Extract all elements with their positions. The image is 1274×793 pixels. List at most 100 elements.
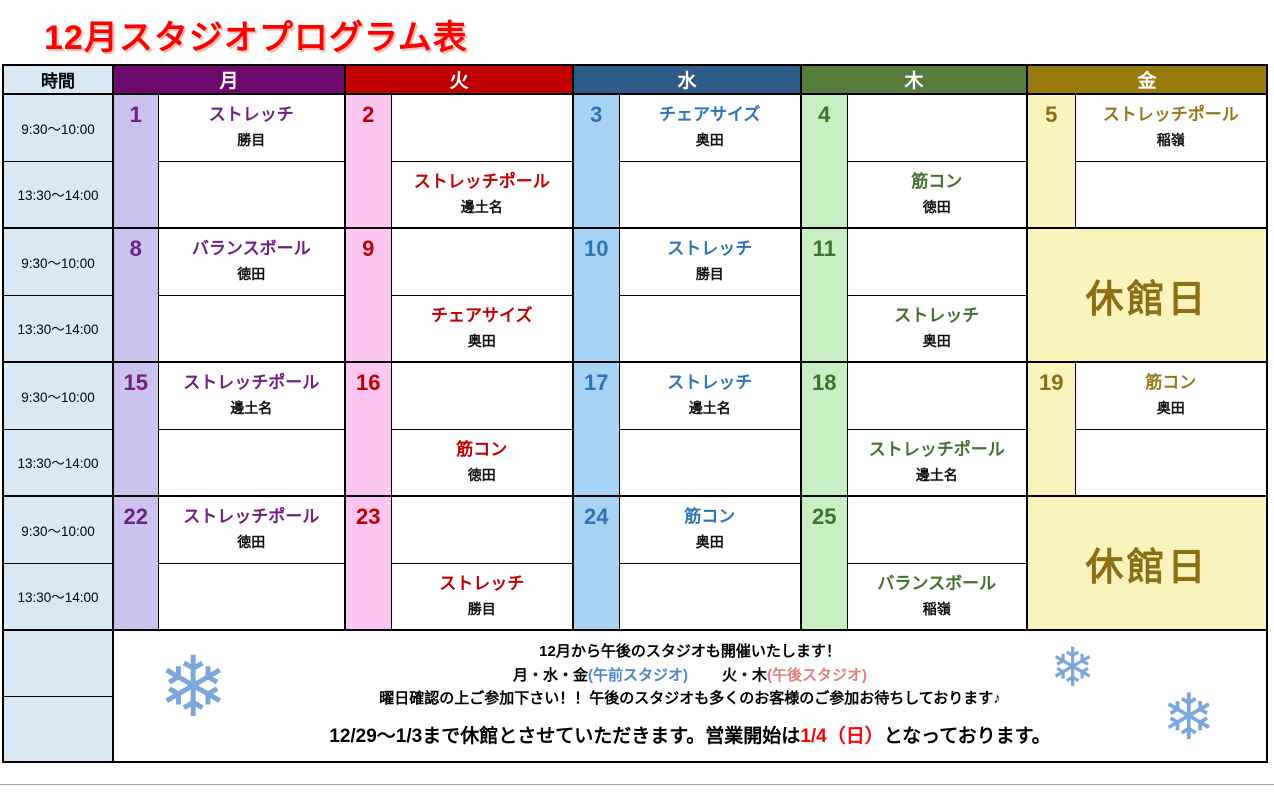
notes-row-bottom bbox=[2, 695, 1267, 763]
time-slot-label: 9:30～10:00 bbox=[2, 227, 114, 296]
instructor-name: 邊土名 bbox=[688, 400, 731, 417]
day-number: 16 bbox=[344, 361, 392, 497]
week4-morning-row: 9:30～10:00 22 ストレッチポール 徳田 23 24 筋コン 奥田 2… bbox=[2, 495, 1268, 631]
instructor-name: 勝目 bbox=[237, 132, 266, 149]
header-wednesday: 水 bbox=[572, 64, 802, 95]
instructor-name bbox=[159, 333, 344, 349]
program-cell bbox=[618, 562, 802, 631]
program-cell bbox=[1074, 160, 1268, 229]
program-cell: 筋コン 徳田 bbox=[846, 160, 1028, 229]
program-cell: ストレッチポール 邊土名 bbox=[157, 361, 346, 430]
notes-line-2: 月・水・金(午前スタジオ) 火・木(午後スタジオ) bbox=[115, 664, 1266, 687]
program-name bbox=[392, 509, 572, 529]
day-number: 1 bbox=[112, 93, 159, 229]
instructor-name bbox=[848, 132, 1026, 148]
time-column-header: 時間 bbox=[2, 64, 114, 95]
program-name bbox=[159, 308, 344, 328]
program-name bbox=[392, 241, 572, 261]
program-cell bbox=[618, 428, 802, 497]
instructor-name: 徳田 bbox=[237, 534, 266, 551]
program-name bbox=[848, 375, 1026, 395]
instructor-name: 奥田 bbox=[1156, 400, 1185, 417]
instructor-name bbox=[848, 400, 1026, 416]
program-cell bbox=[846, 361, 1028, 430]
closed-day-cell: 休館日 bbox=[1026, 495, 1268, 631]
instructor-name bbox=[620, 467, 800, 483]
instructor-name: 徳田 bbox=[237, 266, 266, 283]
header-tuesday: 火 bbox=[344, 64, 574, 95]
header-row: 時間 月 火 水 木 金 bbox=[2, 64, 1268, 95]
instructor-name: 邊土名 bbox=[460, 198, 503, 215]
program-cell: 筋コン 奥田 bbox=[1074, 361, 1268, 430]
notes-am-days: 月・水・金 bbox=[512, 666, 588, 684]
program-name: ストレッチポール bbox=[183, 373, 320, 393]
program-name: ストレッチ bbox=[667, 239, 753, 259]
instructor-name: 徳田 bbox=[467, 466, 496, 483]
program-name: 筋コン bbox=[456, 439, 508, 459]
header-friday: 金 bbox=[1026, 64, 1268, 95]
program-cell bbox=[618, 294, 802, 363]
program-cell: チェアサイズ 奥田 bbox=[618, 93, 802, 162]
program-cell bbox=[846, 227, 1028, 296]
week1-afternoon-row: 13:30～14:00 ストレッチポール 邊土名 筋コン 徳田 bbox=[2, 160, 1268, 229]
header-monday: 月 bbox=[112, 64, 346, 95]
day-number: 18 bbox=[800, 361, 848, 497]
time-slot-label: 13:30～14:00 bbox=[2, 294, 114, 363]
instructor-name bbox=[392, 400, 572, 416]
program-name: 筋コン bbox=[684, 507, 736, 527]
instructor-name bbox=[392, 266, 572, 282]
program-name: ストレッチポール bbox=[413, 171, 550, 191]
instructor-name: 稲嶺 bbox=[922, 600, 951, 617]
program-cell: バランスボール 稲嶺 bbox=[846, 562, 1028, 631]
bottom-divider bbox=[0, 784, 1274, 785]
day-number: 22 bbox=[112, 495, 159, 631]
instructor-name: 勝目 bbox=[467, 600, 496, 617]
day-number: 10 bbox=[572, 227, 620, 363]
program-name: ストレッチポール bbox=[183, 507, 320, 527]
program-cell: ストレッチポール 邊土名 bbox=[390, 160, 574, 229]
program-name bbox=[848, 509, 1026, 529]
day-number: 17 bbox=[572, 361, 620, 497]
program-name bbox=[848, 241, 1026, 261]
instructor-name: 稲嶺 bbox=[1156, 132, 1185, 149]
week1-morning-row: 9:30～10:00 1 ストレッチ 勝目 2 3 チェアサイズ 奥田 4 5 bbox=[2, 93, 1268, 229]
instructor-name bbox=[1076, 199, 1266, 215]
program-name bbox=[392, 107, 572, 127]
program-cell bbox=[157, 160, 346, 229]
program-cell bbox=[390, 227, 574, 296]
instructor-name bbox=[848, 534, 1026, 550]
instructor-name: 徳田 bbox=[922, 198, 951, 215]
notes-am-label: (午前スタジオ) bbox=[588, 666, 688, 684]
day-number: 4 bbox=[800, 93, 848, 229]
instructor-name: 邊土名 bbox=[230, 400, 273, 417]
program-cell: ストレッチ 奥田 bbox=[846, 294, 1028, 363]
program-cell bbox=[157, 428, 346, 497]
program-cell: ストレッチ 勝目 bbox=[618, 227, 802, 296]
notes-pm-days: 火・木 bbox=[722, 666, 768, 684]
notes-time-cell-bottom bbox=[2, 695, 114, 763]
program-name: ストレッチ bbox=[894, 305, 980, 325]
notes-cell: ❄ ❄ ❄ 12月から午後のスタジオも開催いたします！ 月・水・金(午前スタジオ… bbox=[112, 629, 1268, 763]
program-name: 筋コン bbox=[1145, 373, 1197, 393]
program-cell: ストレッチ 邊土名 bbox=[618, 361, 802, 430]
program-name: ストレッチ bbox=[667, 373, 753, 393]
program-name bbox=[159, 174, 344, 194]
program-cell bbox=[390, 495, 574, 564]
instructor-name: 奥田 bbox=[695, 534, 724, 551]
time-slot-label: 9:30～10:00 bbox=[2, 93, 114, 162]
day-number: 15 bbox=[112, 361, 159, 497]
program-name bbox=[620, 174, 800, 194]
day-number: 5 bbox=[1026, 93, 1076, 229]
notes-time-cell-top bbox=[2, 629, 114, 697]
program-name bbox=[620, 442, 800, 462]
program-cell: ストレッチ 勝目 bbox=[157, 93, 346, 162]
time-slot-label: 9:30～10:00 bbox=[2, 361, 114, 430]
instructor-name bbox=[392, 132, 572, 148]
program-cell bbox=[618, 160, 802, 229]
program-name: ストレッチ bbox=[439, 573, 525, 593]
instructor-name: 邊土名 bbox=[915, 466, 958, 483]
day-number: 9 bbox=[344, 227, 392, 363]
program-cell: ストレッチポール 邊土名 bbox=[846, 428, 1028, 497]
day-number: 8 bbox=[112, 227, 159, 363]
week4-afternoon-row: 13:30～14:00 ストレッチ 勝目 バランスボール 稲嶺 bbox=[2, 562, 1267, 631]
